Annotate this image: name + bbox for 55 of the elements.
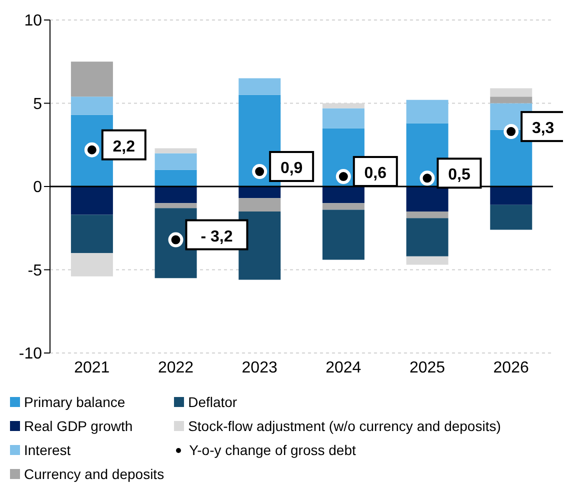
y-tick-label: -5	[28, 262, 42, 280]
data-label: 0,9	[280, 160, 303, 177]
bar	[154, 153, 197, 170]
y-tick-label: 10	[24, 12, 42, 30]
legend-label: Currency and deposits	[24, 466, 164, 482]
legend-label: Y-o-y change of gross debt	[189, 442, 356, 458]
x-tick-label: 2023	[242, 359, 278, 376]
bar	[490, 204, 532, 230]
y-tick-label: -10	[18, 346, 42, 363]
bar	[154, 170, 197, 186]
data-label: 0,5	[448, 166, 470, 184]
point	[504, 124, 519, 140]
data-label: 2,2	[112, 138, 136, 156]
data-label: 3,3	[532, 120, 554, 138]
x-tick-label: 2022	[158, 359, 194, 376]
legend-label: Stock-flow adjustment (w/o currency and deposits)	[188, 418, 501, 434]
bar	[406, 218, 448, 256]
bar	[406, 100, 448, 124]
bar	[154, 148, 197, 154]
x-tick-label: 2024	[326, 359, 362, 376]
point	[84, 142, 100, 158]
point	[252, 164, 268, 180]
x-tick-label: 2026	[493, 359, 529, 376]
point	[168, 232, 184, 248]
bar	[154, 203, 197, 208]
y-tick-label: 5	[33, 96, 42, 113]
bar	[406, 211, 448, 218]
legend-label: Real GDP growth	[24, 418, 133, 434]
bar	[490, 186, 532, 205]
point	[336, 169, 351, 184]
bar	[70, 214, 113, 254]
x-tick-label: 2021	[74, 359, 110, 376]
bar	[238, 78, 281, 95]
bar	[154, 186, 197, 204]
data-label: 0,6	[364, 164, 387, 182]
bar	[406, 256, 448, 265]
point	[420, 170, 435, 186]
y-tick-label: 0	[33, 179, 42, 196]
legend-label: Primary balance	[24, 394, 126, 410]
bar	[490, 88, 532, 97]
bar	[322, 108, 364, 128]
data-label: - 3,2	[200, 228, 233, 246]
bar	[322, 186, 364, 204]
bar	[70, 62, 113, 97]
bar	[238, 198, 281, 212]
bar	[322, 203, 364, 210]
bar	[70, 96, 113, 115]
bar	[490, 96, 532, 104]
x-tick-label: 2025	[409, 359, 446, 376]
legend-label: Deflator	[188, 394, 238, 410]
bar	[322, 210, 364, 260]
bar	[70, 186, 113, 215]
bar	[406, 186, 448, 212]
bar	[238, 186, 281, 198]
legend-label: Interest	[24, 442, 71, 458]
